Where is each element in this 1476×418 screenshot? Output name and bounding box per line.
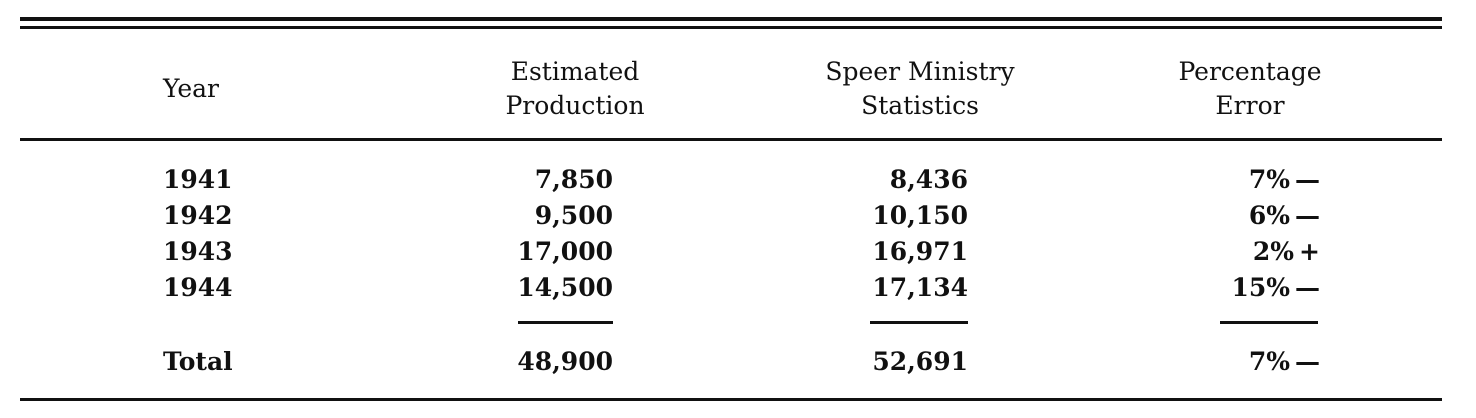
cell-estimated: 14,500 <box>517 273 613 302</box>
cell-year: 1942 <box>163 201 233 230</box>
subtotal-rule-estimated <box>518 321 613 324</box>
cell-estimated: 7,850 <box>534 165 613 194</box>
cell-year: 1944 <box>163 273 233 302</box>
header-error-line2: Error <box>1215 91 1285 120</box>
cell-error: 2% + <box>1252 237 1320 266</box>
cell-estimated: 9,500 <box>534 201 613 230</box>
total-estimated: 48,900 <box>517 347 613 376</box>
header-rule <box>20 138 1442 141</box>
header-year: Year <box>163 74 219 103</box>
cell-year: 1941 <box>163 165 233 194</box>
top-rule-thin <box>20 26 1442 29</box>
subtotal-rule-speer <box>870 321 968 324</box>
header-speer-line1: Speer Ministry <box>825 57 1015 86</box>
cell-speer: 8,436 <box>889 165 968 194</box>
cell-error: 7% — <box>1248 165 1320 194</box>
total-speer: 52,691 <box>872 347 968 376</box>
header-estimated-line1: Estimated <box>510 57 640 86</box>
cell-error: 6% — <box>1248 201 1320 230</box>
total-error: 7% — <box>1248 347 1320 376</box>
cell-year: 1943 <box>163 237 233 266</box>
cell-speer: 10,150 <box>872 201 968 230</box>
bottom-rule <box>20 398 1442 401</box>
total-label: Total <box>163 347 233 376</box>
header-error-line1: Percentage <box>1178 57 1322 86</box>
cell-speer: 16,971 <box>872 237 968 266</box>
cell-speer: 17,134 <box>872 273 968 302</box>
subtotal-rule-error <box>1220 321 1318 324</box>
cell-error: 15% — <box>1231 273 1320 302</box>
cell-estimated: 17,000 <box>517 237 613 266</box>
header-speer-line2: Statistics <box>861 91 979 120</box>
header-estimated-line2: Production <box>505 91 645 120</box>
top-rule-thick <box>20 17 1442 21</box>
